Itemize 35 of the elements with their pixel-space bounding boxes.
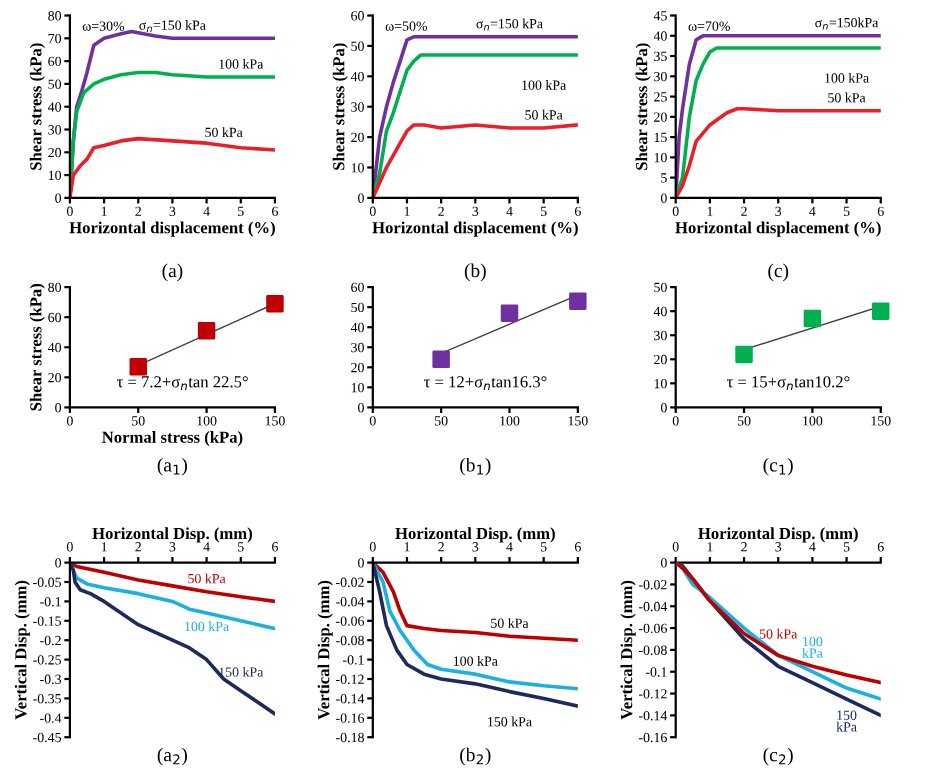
- x-axis-title: Horizontal Disp. (mm): [698, 527, 858, 543]
- point: [803, 309, 822, 328]
- y-axis-title: Shear stress (kPa): [29, 283, 45, 411]
- text: (b): [464, 263, 486, 282]
- y-axis-title: Shear stress (kPa): [29, 43, 45, 170]
- point: [197, 321, 216, 340]
- y-axis-title: Shear stress (kPa): [635, 43, 651, 170]
- y-axis-title: Vertical Disp. (mm): [14, 580, 30, 720]
- point: [569, 292, 587, 310]
- text: (b$_{2}$): [460, 747, 491, 766]
- x-axis-title: Horizontal Disp. (mm): [395, 527, 555, 543]
- annotation: τ = 15+σ$_{n}$tan10.2°: [726, 376, 850, 390]
- text: (a): [162, 263, 183, 282]
- text: (c): [768, 263, 789, 282]
- x-axis-title: Horizontal Disp. (mm): [92, 527, 252, 543]
- y-axis-title: Shear stress (kPa): [332, 43, 348, 170]
- point: [432, 350, 450, 369]
- point: [129, 358, 147, 376]
- point: [872, 302, 890, 320]
- point: [500, 304, 519, 322]
- point: [266, 294, 284, 313]
- x-axis-title: Normal stress (kPa): [102, 431, 243, 447]
- x-axis-title: Horizontal displacement (%): [675, 221, 881, 237]
- annotation: τ = 12+σ$_{n}$tan16.3°: [424, 376, 547, 390]
- y-axis-title: Vertical Disp. (mm): [317, 580, 333, 720]
- point: [735, 345, 753, 364]
- annotation: τ = 7.2+σ$_{n}$tan 22.5°: [116, 376, 248, 390]
- text: (a$_{2}$): [157, 747, 187, 766]
- text: (c$_{2}$): [763, 747, 793, 766]
- x-axis-title: Horizontal displacement (%): [69, 221, 275, 237]
- x-axis-title: Horizontal displacement (%): [372, 221, 578, 237]
- text: (c$_{1}$): [763, 457, 793, 476]
- y-axis-title: Vertical Disp. (mm): [620, 580, 636, 720]
- text: (a$_{1}$): [157, 457, 187, 476]
- text: (b$_{1}$): [460, 457, 491, 476]
